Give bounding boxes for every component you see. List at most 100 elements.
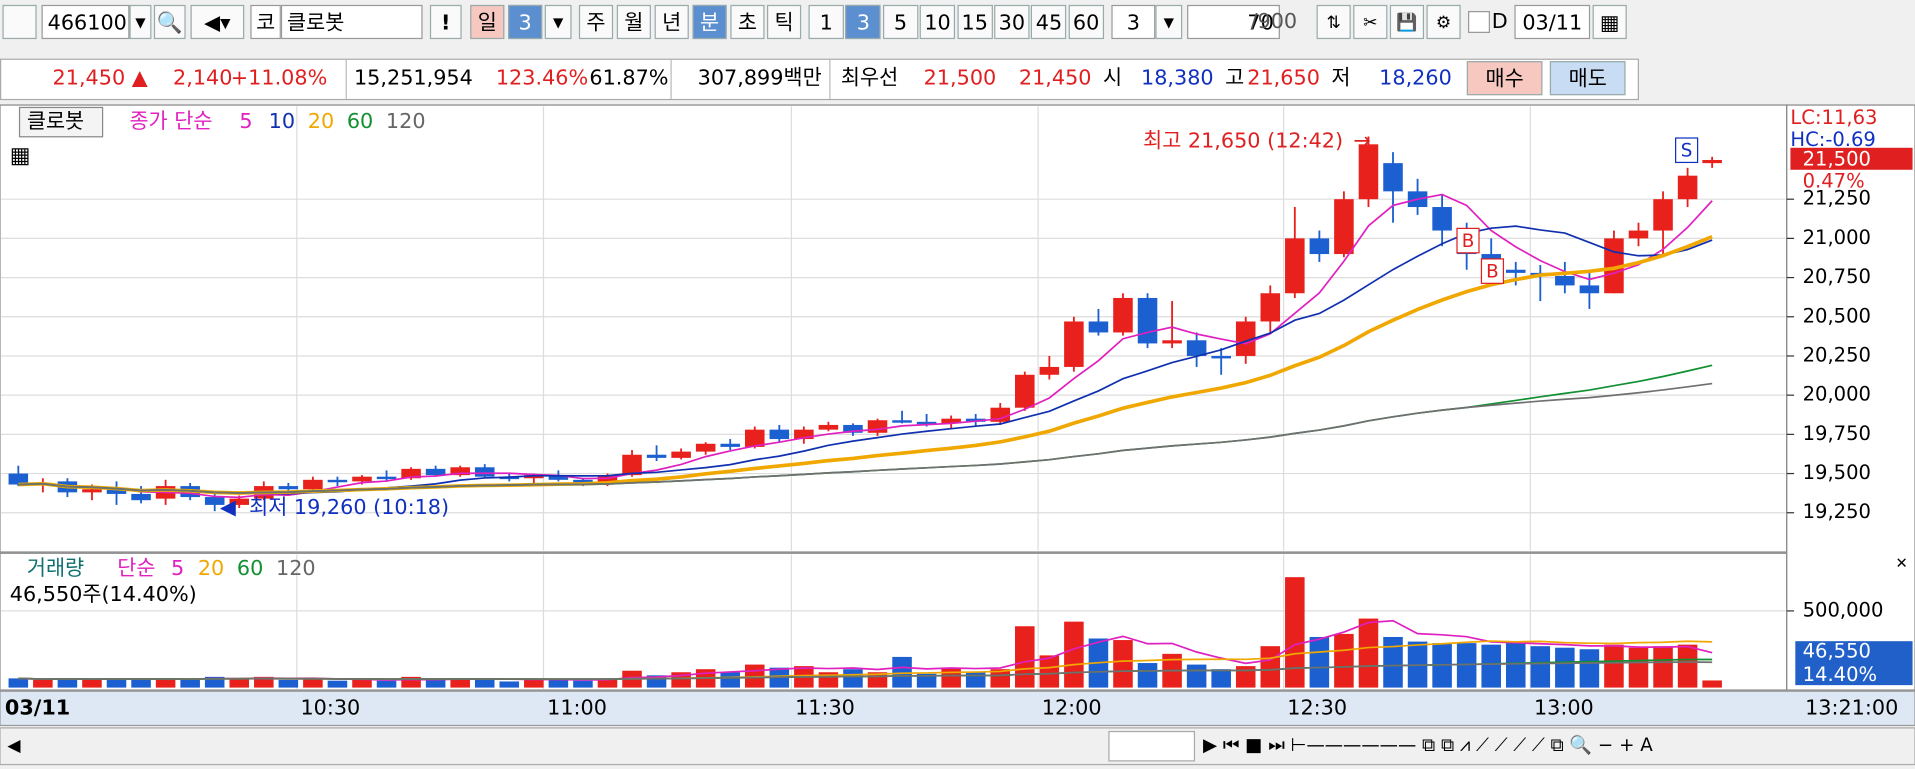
y-tick-label: 19,250 [1803, 500, 1871, 523]
close-icon: ✕ [1895, 555, 1907, 572]
open: 18,380 [1140, 65, 1214, 91]
tool-btn[interactable]: 💾 [1389, 4, 1425, 40]
minute-btn[interactable]: 45 [1031, 4, 1067, 40]
period-btn[interactable]: 틱 [766, 4, 802, 40]
bid: 21,450 [1018, 65, 1092, 91]
candle-body [941, 418, 961, 424]
candle-body [1211, 355, 1231, 359]
calendar-btn[interactable]: ▦ [1592, 4, 1627, 40]
change-pct: +11.08% [230, 65, 328, 91]
period-btn[interactable]: 월 [616, 4, 651, 40]
minute-btn[interactable]: 60 [1068, 4, 1104, 40]
period-btn[interactable]: 3 [508, 4, 543, 40]
candle-body [1383, 163, 1403, 192]
quote-bar: 21,450 ▲ 2,140 +11.08% 15,251,954 123.46% 61.… [0, 58, 1639, 101]
volume-bar [1235, 666, 1256, 688]
tool-btn[interactable]: ⚙ [1426, 4, 1461, 40]
sell-btn[interactable]: 매도 [1549, 61, 1626, 96]
buy-btn[interactable]: 매수 [1466, 61, 1543, 96]
candle-body [376, 476, 397, 480]
period-btn[interactable]: 분 [692, 4, 727, 40]
divider [345, 59, 347, 99]
period-btn[interactable]: 초 [730, 4, 765, 40]
volume-bar [1604, 644, 1624, 688]
search-btn[interactable]: 🔍 [153, 4, 186, 40]
period-btn[interactable]: 일 [470, 4, 505, 40]
candle-body [1235, 321, 1256, 356]
volume-bar [57, 678, 78, 688]
x-tick-label: 12:30 [1287, 695, 1347, 719]
y-tick-label: 20,250 [1803, 343, 1871, 366]
candle-body [1653, 199, 1673, 231]
dropdown[interactable]: ▼ [129, 4, 152, 40]
scroll-track [1108, 730, 1196, 762]
candle-body [1137, 297, 1158, 344]
minute-btn[interactable]: 30 [994, 4, 1030, 40]
y-tick-label: 20,000 [1803, 383, 1871, 406]
tool-btn[interactable]: ✂ [1353, 4, 1388, 40]
last-vol-pct: 14.40% [1803, 663, 1877, 686]
volume-bar [1358, 618, 1379, 688]
volume-bar [965, 672, 986, 688]
candle-body [1702, 159, 1722, 164]
volume-bar [204, 676, 225, 688]
menu-icon[interactable] [2, 4, 37, 40]
candle-body [131, 493, 151, 501]
candle-body [1505, 269, 1526, 273]
period-btn[interactable]: 주 [578, 4, 614, 40]
volume-bar [1653, 646, 1673, 688]
high: 21,650 [1247, 65, 1320, 91]
minute-btn[interactable]: 10 [919, 4, 956, 40]
volume-bar [106, 678, 127, 688]
x-tick-label: 10:30 [300, 695, 360, 719]
stock-code: 466100 [41, 4, 130, 40]
candle-body [1628, 230, 1649, 239]
turnover: 61.87% [589, 65, 669, 91]
legend-ma: 120 [386, 109, 426, 133]
legend-ma: 10 [269, 109, 295, 133]
x-tick-label: 11:00 [547, 695, 607, 719]
candle-body [1334, 199, 1354, 255]
legend-ma: 60 [237, 556, 263, 580]
ask: 21,500 [923, 65, 997, 91]
lc-label: LC:11,63 [1790, 106, 1877, 129]
volume-bar [990, 669, 1011, 688]
volume-bar [1064, 621, 1084, 688]
period-btn[interactable]: 년 [654, 4, 689, 40]
candle-body [106, 489, 127, 494]
volume-bar [1113, 640, 1133, 688]
volume-bar [1530, 646, 1551, 688]
candle-body [1015, 374, 1035, 408]
minute-btn[interactable]: 15 [957, 4, 993, 40]
minute-btn[interactable]: 1 [808, 4, 844, 40]
count-max: /900 [1250, 9, 1298, 35]
last-vol-box [1795, 641, 1913, 686]
candle-body [1677, 175, 1698, 200]
last-vol: 46,550 [1803, 640, 1871, 663]
volume-bar [548, 679, 569, 688]
candle-body [1555, 276, 1575, 286]
volume-bar [1579, 649, 1600, 688]
tool-btn[interactable]: ⇅ [1316, 4, 1351, 40]
sound-btn[interactable]: ◀▾ [190, 4, 245, 40]
volume-bar [327, 680, 348, 688]
price-ma [18, 382, 1713, 494]
candle-body [278, 486, 299, 490]
dropdown[interactable]: ▼ [1155, 4, 1183, 40]
volume-bar [892, 656, 912, 688]
candle-body [720, 443, 740, 447]
volume-bar [597, 678, 618, 688]
minute-btn[interactable]: 3 [845, 4, 882, 40]
date: 03/11 [1514, 4, 1591, 40]
legend-ma: 120 [276, 556, 316, 580]
legend-box [18, 106, 104, 138]
volume-bar [352, 679, 372, 688]
candle-body [843, 424, 863, 433]
volume-bar [1702, 680, 1722, 688]
dropdown[interactable]: ▼ [544, 4, 572, 40]
volume-bar [278, 679, 299, 688]
checkbox[interactable] [1468, 10, 1490, 33]
alert-btn[interactable]: ! [429, 4, 462, 40]
y-tick-label: 21,250 [1803, 187, 1871, 210]
minute-btn[interactable]: 5 [882, 4, 919, 40]
